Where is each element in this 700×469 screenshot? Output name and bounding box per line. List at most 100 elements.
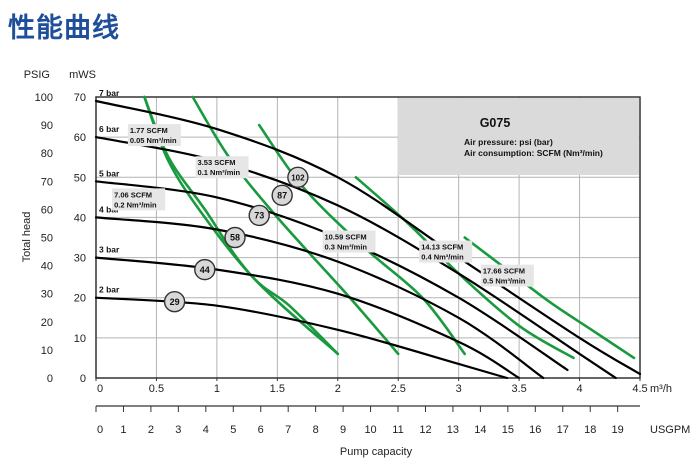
mws-tick-label: 70 [74, 92, 86, 104]
efficiency-marker-value: 73 [254, 211, 264, 221]
x-tick-label: 3 [456, 383, 462, 395]
legend-info-line: Air pressure: psi (bar) [464, 137, 553, 147]
psig-tick-label: 90 [41, 120, 53, 132]
usgpm-tick-label: 14 [474, 424, 486, 436]
x-tick-label: 4.5 [632, 383, 647, 395]
air-label-box [112, 188, 166, 211]
usgpm-tick-label: 18 [584, 424, 596, 436]
air-consumption-label: 0.1 Nm³/min [198, 168, 241, 177]
air-consumption-label: 3.53 SCFM [198, 158, 236, 167]
x-unit-secondary: USGPM [650, 424, 690, 436]
efficiency-marker-value: 29 [170, 297, 180, 307]
pressure-curve [94, 136, 617, 380]
efficiency-marker [271, 184, 293, 207]
air-label-box [480, 264, 534, 287]
air-consumption-curve [463, 236, 636, 360]
pressure-curve-label: 4 bar [99, 204, 120, 214]
x-unit-primary: m³/h [650, 383, 672, 395]
air-label-box [195, 156, 249, 179]
legend-model-title: G075 [480, 116, 511, 130]
efficiency-marker [194, 258, 216, 281]
air-consumption-label: 1.77 SCFM [130, 126, 168, 135]
usgpm-tick-label: 4 [203, 424, 209, 436]
x-tick-label: 0.5 [149, 383, 164, 395]
usgpm-tick-label: 17 [557, 424, 569, 436]
pressure-curve-label: 3 bar [99, 245, 120, 255]
pressure-curve-label: 5 bar [99, 168, 120, 178]
mws-tick-label: 40 [74, 212, 86, 224]
legend-info-line: Air consumption: SCFM (Nm³/min) [464, 148, 603, 158]
y-axis-label: Total head [21, 212, 33, 263]
psig-tick-label: 10 [41, 345, 53, 357]
x-tick-label: 2.5 [391, 383, 406, 395]
psig-tick-label: 60 [41, 204, 53, 216]
x-tick-label: 1 [214, 383, 220, 395]
psig-tick-label: 100 [35, 92, 53, 104]
legend-box [398, 98, 639, 175]
mws-tick-label: 30 [74, 253, 86, 265]
usgpm-tick-label: 3 [175, 424, 181, 436]
y-unit-psig: PSIG [24, 69, 50, 81]
efficiency-marker-value: 87 [277, 191, 287, 201]
air-consumption-label: 0.2 Nm³/min [114, 200, 157, 209]
mws-tick-label: 10 [74, 333, 86, 345]
usgpm-tick-label: 12 [419, 424, 431, 436]
efficiency-marker [224, 226, 246, 249]
usgpm-tick-label: 2 [148, 424, 154, 436]
efficiency-marker-value: 58 [230, 233, 240, 243]
efficiency-marker [287, 166, 309, 188]
usgpm-tick-label: 11 [392, 424, 403, 436]
usgpm-tick-label: 6 [258, 424, 264, 436]
plot-border [95, 96, 641, 379]
air-consumption-label: 7.06 SCFM [114, 190, 152, 199]
pressure-curve [94, 256, 521, 380]
air-consumption-label: 0.5 Nm³/min [483, 277, 526, 286]
mws-tick-label: 20 [74, 293, 86, 305]
air-consumption-label: 0.4 Nm³/min [421, 253, 464, 262]
psig-tick-label: 20 [41, 317, 53, 329]
psig-tick-label: 50 [41, 233, 53, 245]
efficiency-marker-value: 102 [291, 173, 305, 182]
air-consumption-label: 0.05 Nm³/min [130, 136, 177, 145]
psig-tick-label: 30 [41, 289, 53, 301]
usgpm-tick-label: 0 [97, 424, 103, 436]
usgpm-tick-label: 15 [502, 424, 514, 436]
pressure-curve-label: 7 bar [99, 88, 120, 98]
mws-tick-label: 60 [74, 132, 86, 144]
x-tick-label: 0 [97, 383, 103, 395]
air-consumption-label: 0.3 Nm³/min [324, 243, 367, 252]
air-label-box [419, 240, 473, 263]
usgpm-tick-label: 10 [364, 424, 376, 436]
air-consumption-label: 10.59 SCFM [324, 233, 366, 242]
psig-tick-label: 80 [41, 148, 53, 160]
mws-tick-label: 50 [74, 172, 86, 184]
pressure-curve [94, 216, 545, 380]
usgpm-tick-label: 16 [529, 424, 541, 436]
mws-tick-label: 0 [80, 373, 86, 385]
air-consumption-curve [191, 95, 400, 356]
efficiency-marker-value: 44 [200, 265, 210, 275]
air-label-box [127, 124, 181, 147]
page-title: 性能曲线 [8, 13, 120, 44]
efficiency-marker [163, 291, 186, 313]
usgpm-tick-label: 1 [120, 424, 126, 436]
psig-tick-label: 40 [41, 261, 53, 273]
usgpm-tick-label: 8 [313, 424, 319, 436]
air-consumption-curve [143, 95, 340, 356]
x-tick-label: 2 [335, 383, 341, 395]
pressure-curve-label: 2 bar [99, 285, 120, 295]
x-tick-label: 1.5 [270, 383, 285, 395]
air-consumption-label: 14.13 SCFM [421, 243, 463, 252]
usgpm-tick-label: 13 [447, 424, 459, 436]
y-unit-mws: mWS [69, 69, 96, 81]
pressure-curve [94, 99, 642, 376]
x-axis-label: Pump capacity [340, 446, 413, 458]
air-label-box [322, 230, 376, 253]
usgpm-tick-label: 7 [285, 424, 291, 436]
psig-tick-label: 70 [41, 176, 53, 188]
air-consumption-label: 17.66 SCFM [483, 267, 525, 276]
x-tick-label: 3.5 [511, 383, 526, 395]
pressure-curve-label: 6 bar [99, 124, 120, 134]
usgpm-tick-label: 5 [230, 424, 236, 436]
